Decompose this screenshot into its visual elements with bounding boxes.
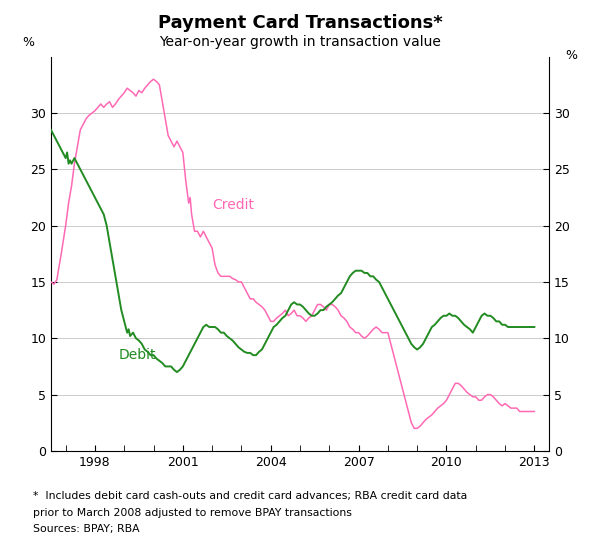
Text: Payment Card Transactions*: Payment Card Transactions* <box>158 14 442 31</box>
Y-axis label: %: % <box>565 49 577 62</box>
Text: Credit: Credit <box>212 198 254 212</box>
Text: Sources: BPAY; RBA: Sources: BPAY; RBA <box>33 524 140 534</box>
Y-axis label: %: % <box>23 36 35 49</box>
Text: Debit: Debit <box>118 348 156 362</box>
Text: prior to March 2008 adjusted to remove BPAY transactions: prior to March 2008 adjusted to remove B… <box>33 508 352 518</box>
Text: *  Includes debit card cash-outs and credit card advances; RBA credit card data: * Includes debit card cash-outs and cred… <box>33 491 467 502</box>
Text: Year-on-year growth in transaction value: Year-on-year growth in transaction value <box>159 35 441 49</box>
